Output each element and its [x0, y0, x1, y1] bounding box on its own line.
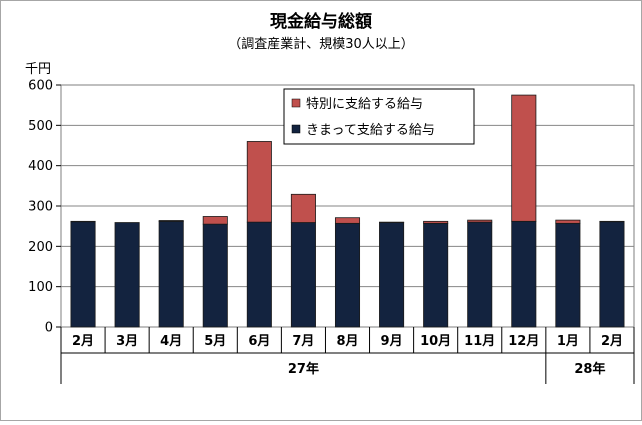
bar-regular — [556, 223, 580, 327]
x-tick-label: 10月 — [420, 334, 451, 349]
bar-special — [512, 95, 536, 221]
legend-swatch-regular — [292, 125, 300, 133]
bar-regular — [468, 222, 492, 327]
legend-label-regular: きまって支給する給与 — [306, 123, 435, 138]
bar-regular — [335, 223, 359, 327]
bar-special — [291, 194, 315, 222]
x-tick-label: 11月 — [464, 334, 495, 349]
y-tick-label: 0 — [45, 321, 53, 336]
bar-regular — [512, 221, 536, 327]
y-tick-label: 600 — [28, 79, 53, 94]
bar-special — [159, 221, 183, 222]
year-group-label: 27年 — [288, 361, 319, 377]
bar-special — [468, 220, 492, 222]
y-axis-unit-label: 千円 — [25, 62, 51, 77]
bar-regular — [71, 222, 95, 327]
x-tick-label: 3月 — [116, 334, 138, 349]
bar-regular — [247, 222, 271, 327]
x-tick-label: 1月 — [557, 334, 579, 349]
bar-regular — [424, 223, 448, 327]
bar-special — [203, 216, 227, 224]
y-tick-label: 300 — [28, 200, 53, 215]
legend: 特別に支給する給与 きまって支給する給与 — [284, 89, 474, 144]
x-axis: 2月 3月 4月 5月 6月 7月 8月 9月 10月 11月 12月 1月 2月 27年 28年 — [61, 327, 634, 384]
bar-special — [556, 220, 580, 223]
chart-subtitle: （調査産業計、規模30人以上） — [228, 36, 414, 52]
x-tick-label: 7月 — [292, 334, 314, 349]
x-tick-label: 8月 — [336, 334, 358, 349]
legend-swatch-special — [292, 99, 300, 107]
x-tick-label: 5月 — [204, 334, 226, 349]
bar-special — [247, 141, 271, 222]
bar-regular — [600, 222, 624, 327]
x-tick-label: 12月 — [508, 334, 539, 349]
x-tick-label: 2月 — [72, 334, 94, 349]
bar-regular — [115, 223, 139, 327]
bar-special — [335, 218, 359, 224]
y-tick-label: 500 — [28, 119, 53, 134]
x-tick-label: 9月 — [381, 334, 403, 349]
bar-regular — [203, 224, 227, 327]
y-tick-label: 400 — [28, 159, 53, 174]
x-tick-label: 4月 — [160, 334, 182, 349]
bar-regular — [159, 221, 183, 327]
y-axis-ticks: 0 100 200 300 400 500 600 — [28, 79, 61, 336]
year-group-label: 28年 — [574, 361, 605, 377]
x-tick-label: 6月 — [248, 334, 270, 349]
bar-regular — [379, 223, 403, 327]
y-tick-label: 100 — [28, 280, 53, 295]
bar-special — [424, 221, 448, 223]
bar-regular — [291, 223, 315, 327]
legend-label-special: 特別に支給する給与 — [306, 97, 423, 112]
y-tick-label: 200 — [28, 240, 53, 255]
x-tick-label: 2月 — [601, 334, 623, 349]
chart-title: 現金給与総額 — [270, 11, 372, 32]
